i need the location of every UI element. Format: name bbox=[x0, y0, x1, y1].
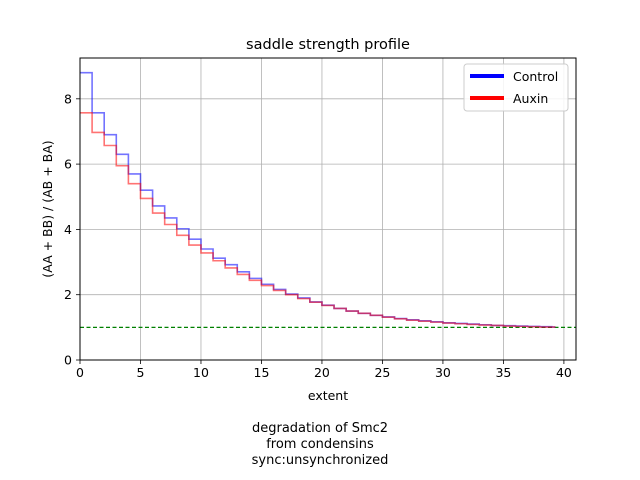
chart-title: saddle strength profile bbox=[246, 37, 410, 53]
caption-line-3: sync:unsynchronized bbox=[251, 453, 389, 468]
y-axis-ticks: 0 2 4 6 8 bbox=[64, 91, 80, 368]
legend-label-auxin: Auxin bbox=[513, 91, 548, 106]
y-axis-label: (AA + BB) / (AB + BA) bbox=[40, 140, 55, 277]
legend-label-control: Control bbox=[513, 69, 558, 84]
x-tick-label: 15 bbox=[254, 365, 270, 380]
y-tick-label: 8 bbox=[64, 91, 72, 106]
legend: Control Auxin bbox=[463, 63, 569, 112]
caption-line-1: degradation of Smc2 bbox=[251, 421, 389, 436]
x-tick-label: 0 bbox=[76, 365, 84, 380]
y-tick-label: 0 bbox=[64, 353, 72, 368]
x-tick-label: 30 bbox=[435, 365, 451, 380]
x-axis-ticks: 0 5 10 15 20 25 30 35 40 bbox=[76, 360, 572, 380]
x-tick-label: 25 bbox=[374, 365, 390, 380]
series-line-auxin bbox=[80, 112, 556, 328]
x-axis-label: extent bbox=[308, 388, 348, 403]
y-tick-label: 2 bbox=[64, 287, 72, 302]
y-tick-label: 6 bbox=[64, 157, 72, 172]
x-tick-label: 10 bbox=[193, 365, 209, 380]
x-tick-label: 20 bbox=[314, 365, 330, 380]
x-tick-label: 35 bbox=[495, 365, 511, 380]
x-tick-label: 40 bbox=[556, 365, 572, 380]
x-tick-label: 5 bbox=[137, 365, 145, 380]
y-tick-label: 4 bbox=[64, 222, 72, 237]
caption-line-2: from condensins bbox=[266, 437, 374, 452]
series-group bbox=[80, 71, 556, 328]
plot-frame bbox=[79, 57, 577, 361]
